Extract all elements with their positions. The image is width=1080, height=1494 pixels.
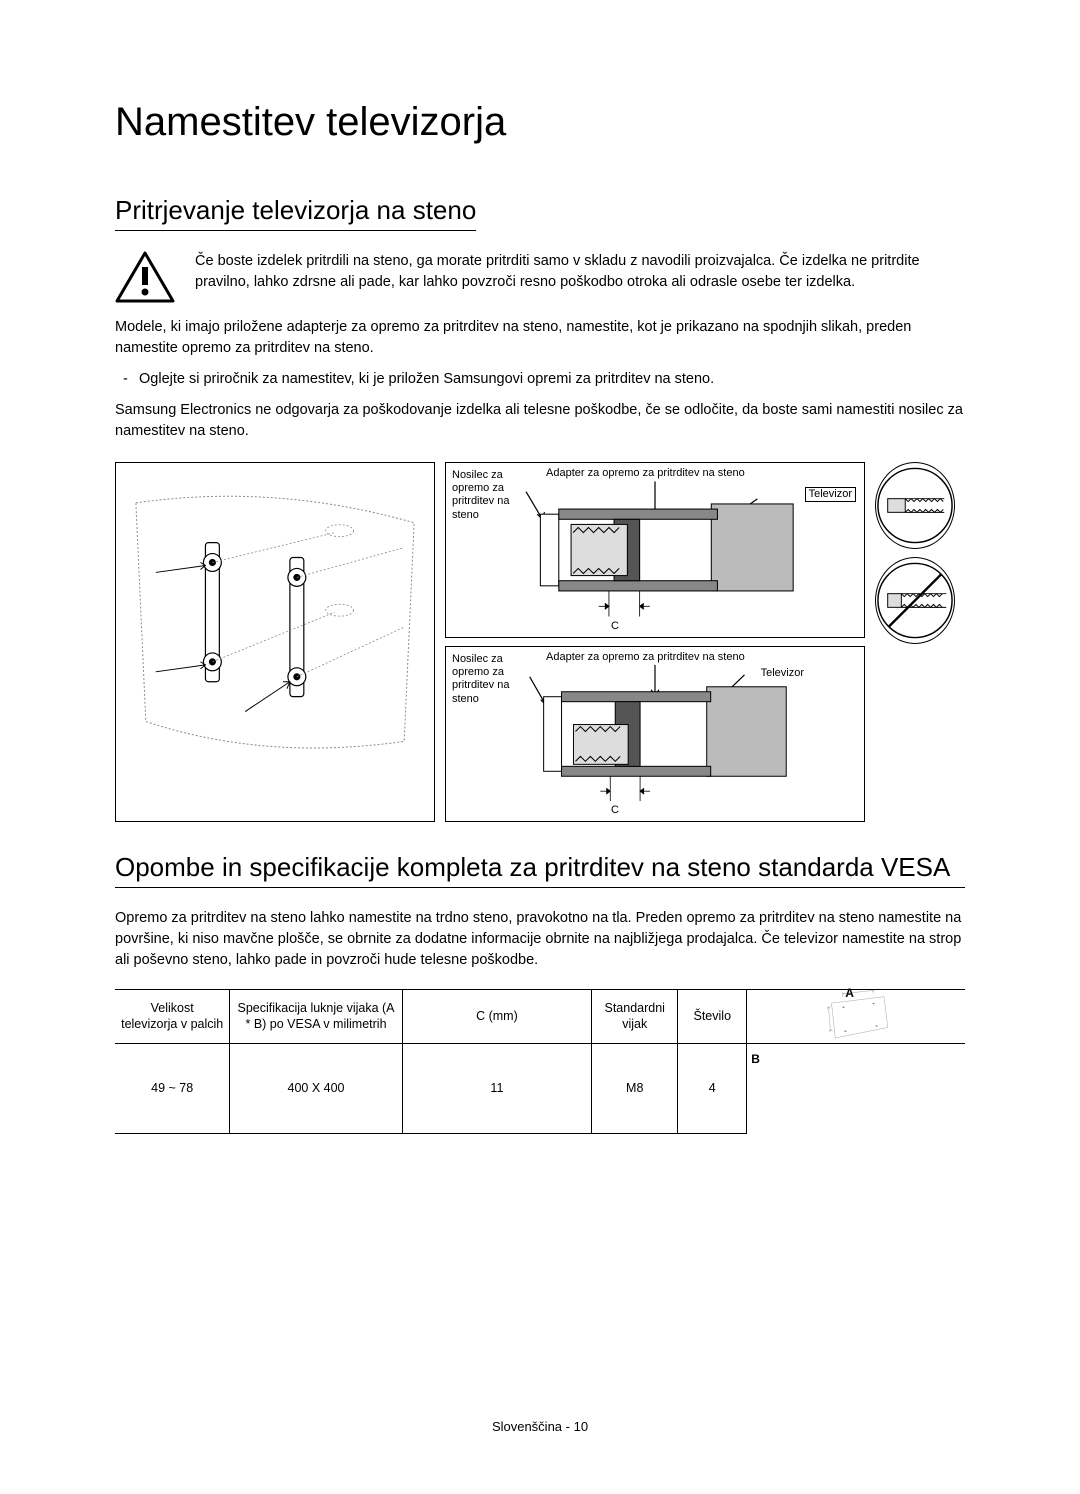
diagram-section-bottom: Nosilec za opremo za pritrditev na steno… [445,646,865,822]
label-b: B [751,1052,760,1068]
td-size: 49 ~ 78 [115,1043,230,1133]
td-cmm: 11 [402,1043,592,1133]
section1-title: Pritrjevanje televizorja na steno [115,195,476,231]
td-holes: 400 X 400 [230,1043,402,1133]
th-holes: Specifikacija luknje vijaka (A * B) po V… [230,990,402,1044]
warning-icon [115,251,175,305]
mounting-diagram: Nosilec za opremo za pritrditev na steno… [115,462,965,822]
spec-table: Velikost televizorja v palcih Specifikac… [115,989,965,1134]
th-count: Število [678,990,747,1044]
diagram-section-top: Nosilec za opremo za pritrditev na steno… [445,462,865,638]
section2-p1: Opremo za pritrditev na steno lahko name… [115,908,965,971]
warning-text: Če boste izdelek pritrdili na steno, ga … [195,251,965,293]
label-a: A [845,986,854,1002]
warning-block: Če boste izdelek pritrdili na steno, ga … [115,251,965,305]
page-title: Namestitev televizorja [115,100,965,145]
section1-p1: Modele, ki imajo priložene adapterje za … [115,317,965,359]
diagram-cross-sections: Nosilec za opremo za pritrditev na steno… [445,462,865,822]
th-ab-diagram: A B [747,990,965,1044]
th-screw: Standardni vijak [592,990,678,1044]
section1-p2: Samsung Electronics ne odgovarja za pošk… [115,400,965,442]
th-size: Velikost televizorja v palcih [115,990,230,1044]
section1-li1: Oglejte si priročnik za namestitev, ki j… [115,369,965,390]
diagram-tv-panel [115,462,435,822]
section2-title: Opombe in specifikacije kompleta za prit… [115,852,965,888]
screw-no-icon [875,557,955,644]
screw-ok-icon [875,462,955,549]
td-count: 4 [678,1043,747,1133]
th-cmm: C (mm) [402,990,592,1044]
page-footer: Slovenščina - 10 [0,1419,1080,1434]
diagram-screw-icons [875,462,965,822]
td-screw: M8 [592,1043,678,1133]
